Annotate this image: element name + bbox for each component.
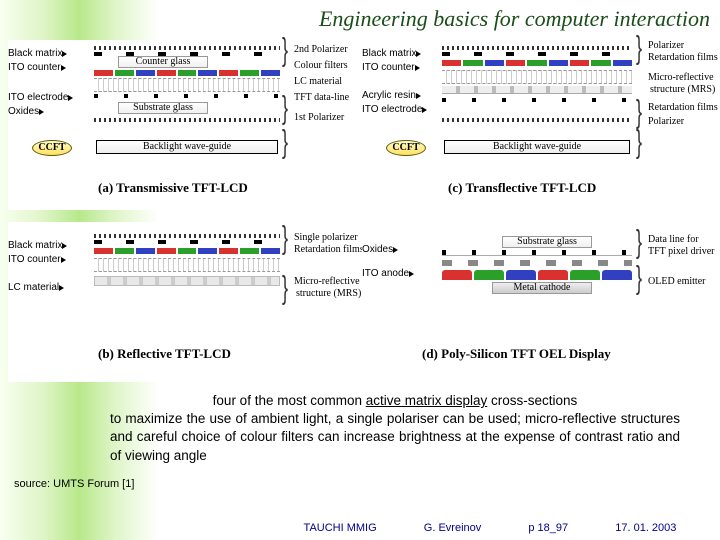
brace-icon: } [636, 30, 642, 68]
label: OLED emitter [648, 276, 705, 287]
brace-icon: } [282, 90, 288, 128]
cross-section-c [442, 46, 632, 126]
body-text: four of the most common active matrix di… [110, 392, 680, 465]
label: 2nd Polarizer [294, 44, 348, 55]
label: TFT pixel driver [648, 246, 714, 257]
source-note: source: UMTS Forum [1] [14, 478, 134, 490]
brace-icon: } [636, 260, 642, 298]
label: Acrylic resin [362, 90, 416, 101]
label: Oxides [8, 106, 39, 117]
footer-author: G. Evreinov [424, 522, 481, 534]
footer-date: 17. 01. 2003 [615, 522, 676, 534]
label: TFT data-line [294, 92, 349, 103]
label: Micro-reflective [294, 276, 360, 287]
panel-b: Black matrix ITO counter LC material Sin… [8, 222, 358, 382]
backlight-bar: Backlight wave-guide [444, 140, 630, 154]
label: ITO electrode [362, 104, 422, 115]
bar-counter-glass: Counter glass [118, 56, 208, 68]
panel-c: Black matrix ITO counter Acrylic resin I… [362, 40, 714, 210]
ccft-badge: CCFT [386, 140, 426, 156]
cross-section-d: Substrate glass Metal cathode [442, 236, 632, 296]
label: Polarizer [648, 116, 684, 127]
bar-substrate-glass: Substrate glass [502, 236, 592, 248]
label: Retardation films [648, 102, 718, 113]
footer-org: TAUCHI MMIG [304, 522, 377, 534]
label: Retardation films [648, 52, 718, 63]
backlight-bar: Backlight wave-guide [96, 140, 278, 154]
label: Black matrix [8, 240, 62, 251]
cross-section-b [94, 234, 280, 304]
panel-d: Oxides ITO anode Data line for TFT pixel… [362, 222, 714, 382]
brace-icon: } [636, 224, 642, 262]
label: LC material [8, 282, 59, 293]
label: Black matrix [8, 48, 62, 59]
ccft-badge: CCFT [32, 140, 72, 156]
label: ITO counter [362, 62, 415, 73]
label: Single polarizer [294, 232, 358, 243]
label: Data line for [648, 234, 699, 245]
label: Polarizer [648, 40, 684, 51]
footer: TAUCHI MMIG G. Evreinov p 18_97 17. 01. … [0, 522, 720, 534]
body-line2: to maximize the use of ambient light, a … [110, 410, 680, 465]
caption-a: (a) Transmissive TFT-LCD [98, 180, 248, 196]
label: structure (MRS) [296, 288, 361, 299]
footer-page: p 18_97 [528, 522, 568, 534]
label: Black matrix [362, 48, 416, 59]
label: ITO counter [8, 254, 61, 265]
bar-metal-cathode: Metal cathode [492, 282, 592, 294]
cross-section-a: Counter glass Substrate glass [94, 46, 280, 126]
label: Retardation films [294, 244, 364, 255]
label: Oxides [362, 244, 393, 255]
page-title: Engineering basics for computer interact… [0, 6, 710, 32]
brace-icon: } [282, 124, 288, 162]
brace-icon: } [282, 270, 288, 308]
caption-d: (d) Poly-Silicon TFT OEL Display [422, 346, 611, 362]
label: LC material [294, 76, 342, 87]
label: ITO electrode [8, 92, 68, 103]
bar-substrate-glass: Substrate glass [118, 102, 208, 114]
brace-icon: } [282, 220, 288, 258]
panel-a: Black matrix ITO counter ITO electrode O… [8, 40, 358, 210]
body-line1: four of the most common active matrix di… [110, 392, 680, 410]
label: Colour filters [294, 60, 348, 71]
brace-icon: } [636, 124, 642, 162]
label: 1st Polarizer [294, 112, 344, 123]
caption-c: (c) Transflective TFT-LCD [448, 180, 596, 196]
label: ITO counter [8, 62, 61, 73]
label: Micro-reflective [648, 72, 714, 83]
label: structure (MRS) [650, 84, 715, 95]
caption-b: (b) Reflective TFT-LCD [98, 346, 231, 362]
label: ITO anode [362, 268, 409, 279]
brace-icon: } [282, 32, 288, 70]
